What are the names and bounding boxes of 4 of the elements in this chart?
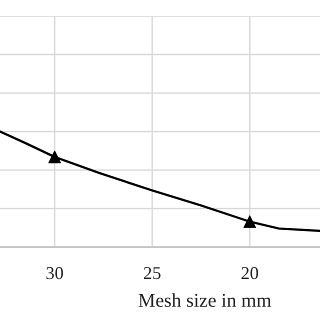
- x-tick-label: 25: [144, 267, 161, 280]
- x-tick-label: 20: [242, 267, 258, 280]
- x-axis-title: Mesh size in mm: [138, 293, 272, 307]
- x-tick-label: 30: [46, 267, 63, 280]
